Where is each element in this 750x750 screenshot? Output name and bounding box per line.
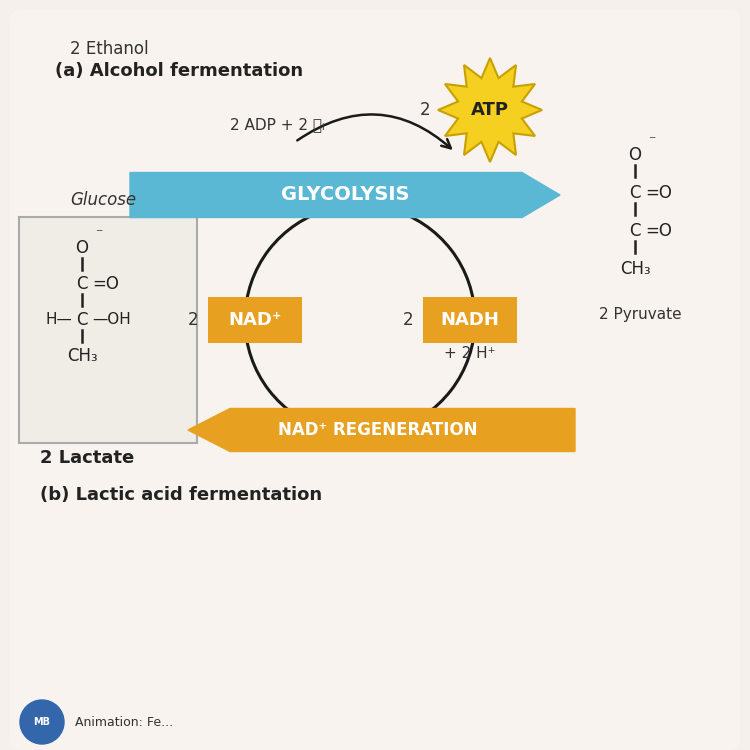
Text: C: C <box>76 311 88 329</box>
Text: 2: 2 <box>420 101 430 119</box>
Text: =O: =O <box>645 184 672 202</box>
Text: 2 Pyruvate: 2 Pyruvate <box>598 308 681 322</box>
Text: 2 Ethanol: 2 Ethanol <box>70 40 148 58</box>
Text: + 2 H⁺: + 2 H⁺ <box>444 346 496 362</box>
Text: =O: =O <box>645 222 672 240</box>
Text: O: O <box>628 146 641 164</box>
Text: C: C <box>629 222 640 240</box>
Text: MB: MB <box>34 717 50 727</box>
Text: CH₃: CH₃ <box>67 347 98 365</box>
Text: NAD⁺: NAD⁺ <box>228 311 282 329</box>
Text: =O: =O <box>92 275 118 293</box>
Text: C: C <box>76 275 88 293</box>
FancyBboxPatch shape <box>423 297 517 343</box>
Text: Glucose: Glucose <box>70 191 136 209</box>
FancyArrow shape <box>130 172 560 217</box>
Polygon shape <box>438 58 542 162</box>
Text: —OH: —OH <box>92 313 130 328</box>
Text: (b) Lactic acid fermentation: (b) Lactic acid fermentation <box>40 486 322 504</box>
Circle shape <box>20 700 64 744</box>
Text: Animation: Fe...: Animation: Fe... <box>75 716 173 728</box>
Text: 2 Lactate: 2 Lactate <box>40 449 134 467</box>
Text: H—: H— <box>45 313 72 328</box>
Text: ATP: ATP <box>471 101 509 119</box>
Text: ⁻: ⁻ <box>95 227 102 241</box>
Text: CH₃: CH₃ <box>620 260 650 278</box>
Text: 2: 2 <box>188 311 198 329</box>
Text: NADH: NADH <box>440 311 500 329</box>
Text: (a) Alcohol fermentation: (a) Alcohol fermentation <box>55 62 303 80</box>
FancyBboxPatch shape <box>208 297 302 343</box>
Text: GLYCOLYSIS: GLYCOLYSIS <box>280 185 410 205</box>
Text: 2 ADP + 2 Ⓟᵢ: 2 ADP + 2 Ⓟᵢ <box>230 118 325 133</box>
Text: C: C <box>629 184 640 202</box>
Text: 2: 2 <box>403 311 413 329</box>
Text: NAD⁺ REGENERATION: NAD⁺ REGENERATION <box>278 421 477 439</box>
FancyBboxPatch shape <box>19 217 197 443</box>
Text: ⁻: ⁻ <box>648 134 656 148</box>
FancyBboxPatch shape <box>10 10 740 750</box>
FancyArrow shape <box>188 409 575 452</box>
Text: O: O <box>76 239 88 257</box>
